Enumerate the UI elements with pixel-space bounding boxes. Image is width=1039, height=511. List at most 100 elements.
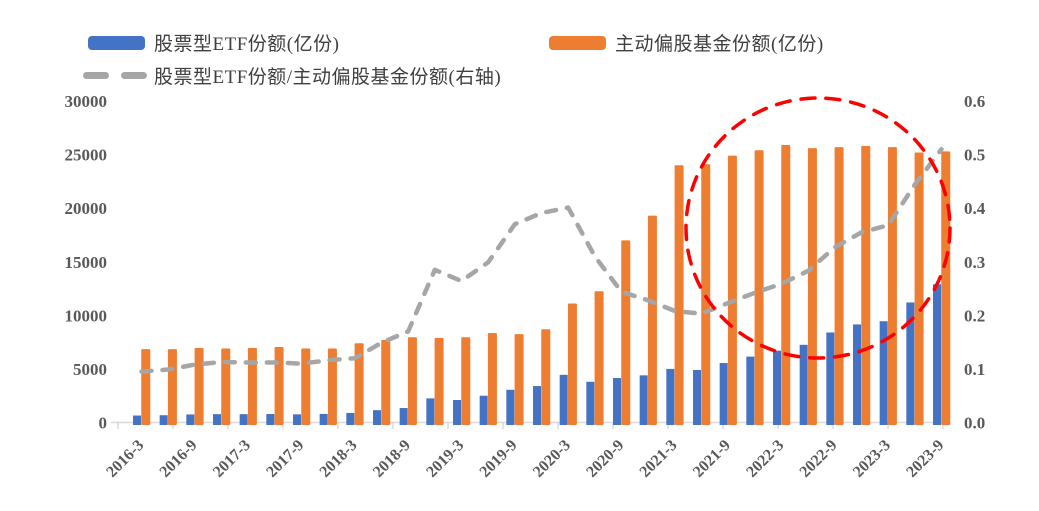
left-axis-tick-label: 30000: [65, 92, 108, 111]
etf-bar: [266, 414, 275, 425]
etf-bar: [293, 414, 301, 425]
x-axis-tick-label: 2021-3: [637, 437, 681, 481]
left-axis-tick-label: 10000: [65, 306, 108, 325]
left-axis-tick-label: 20000: [65, 199, 108, 218]
active-fund-bar: [247, 348, 257, 425]
active-fund-bar: [167, 349, 177, 425]
active-fund-bar: [194, 348, 204, 425]
active-fund-bar: [567, 303, 577, 425]
x-axis-tick-label: 2019-3: [423, 437, 467, 481]
x-axis-tick-label: 2022-9: [797, 437, 841, 481]
x-axis-tick-label: 2020-9: [583, 437, 627, 481]
active-fund-bar: [407, 337, 417, 425]
active-fund-bar: [701, 164, 711, 425]
x-axis-tick-label: 2019-9: [477, 437, 521, 481]
x-axis-tick-label: 2016-9: [157, 437, 201, 481]
active-fund-bar: [914, 152, 924, 425]
etf-bar: [133, 415, 141, 425]
right-axis-tick-label: 0.3: [964, 253, 985, 272]
active-fund-bar: [327, 348, 337, 425]
etf-bar: [613, 378, 621, 425]
right-axis-tick-label: 0.4: [964, 199, 986, 218]
etf-bar: [479, 395, 488, 425]
right-axis-tick-label: 0.2: [964, 306, 985, 325]
active-fund-bar: [301, 348, 311, 425]
right-axis-tick-label: 0.0: [964, 414, 985, 433]
active-fund-bar: [647, 215, 657, 425]
etf-bar: [213, 414, 221, 425]
x-axis-tick-label: 2023-3: [850, 437, 894, 481]
etf-bar: [773, 350, 781, 425]
x-axis-tick-label: 2017-3: [210, 437, 254, 481]
ratio-line-legend-swatch: [83, 72, 147, 79]
legend-item-ratio-line: 股票型ETF份额/主动偏股基金份额(右轴): [83, 62, 501, 89]
etf-bar: [399, 408, 408, 425]
etf-bar: [746, 356, 755, 425]
etf-bar: [693, 369, 701, 425]
etf-bar: [453, 399, 461, 425]
etf-bar: [666, 368, 675, 425]
etf-bar: [879, 321, 888, 425]
active-fund-bar: [727, 155, 737, 425]
etf-bar: [933, 284, 941, 425]
x-axis-tick-label: 2018-3: [317, 437, 361, 481]
right-axis-tick-label: 0.5: [964, 146, 985, 165]
etf-bar: [426, 398, 435, 425]
active-fund-bar: [781, 144, 791, 425]
etf-bar: [186, 414, 195, 425]
active-fund-bar: [834, 147, 844, 425]
x-axis-tick-label: 2017-9: [263, 437, 307, 481]
legend-item-active-fund-bar: 主动偏股基金份额(亿份): [549, 29, 824, 56]
etf-bar: [533, 386, 541, 425]
active-fund-bar: [274, 346, 284, 425]
etf-bar: [373, 410, 381, 425]
etf-bar: [239, 414, 248, 425]
active-fund-bar: [861, 146, 871, 425]
active-fund-bar: [594, 291, 604, 425]
left-axis-tick-label: 15000: [65, 253, 108, 272]
legend-item-etf-bar: 股票型ETF份额(亿份): [88, 29, 339, 56]
etf-bar: [826, 332, 835, 425]
active-fund-bar: [674, 165, 684, 426]
etf-bar: [719, 363, 728, 425]
active-fund-bar: [541, 329, 551, 425]
x-axis-tick-label: 2023-9: [903, 437, 947, 481]
active-fund-bar: [807, 148, 817, 426]
left-axis-tick-label: 25000: [65, 146, 108, 165]
x-axis-tick-label: 2022-3: [743, 437, 787, 481]
ratio-line: [139, 146, 944, 374]
etf-bar: [906, 302, 915, 425]
active-fund-bar: [354, 343, 364, 425]
x-axis-tick-label: 2021-9: [690, 437, 734, 481]
active-fund-bar: [487, 333, 497, 425]
active-fund-bar: [461, 337, 471, 425]
right-axis-tick-label: 0.6: [964, 92, 985, 111]
etf-bar: [346, 412, 355, 425]
active-fund-bar: [621, 240, 631, 425]
etf-bar: [559, 374, 568, 425]
etf-bar: [319, 413, 328, 425]
etf-bar: [506, 389, 515, 425]
active-fund-bar: [941, 151, 951, 425]
active-fund-bar: [221, 348, 231, 425]
active-fund-bar: [514, 334, 524, 425]
active-fund-bar: [141, 349, 151, 425]
etf-bar: [639, 375, 648, 425]
active-fund-bar: [887, 147, 897, 425]
left-axis-tick-label: 0: [99, 414, 108, 433]
left-axis-tick-label: 5000: [73, 360, 107, 379]
active-fund-bar: [754, 150, 764, 425]
etf-bar: [799, 344, 808, 425]
etf-bar-legend-label: 股票型ETF份额(亿份): [154, 34, 340, 55]
x-axis-tick-label: 2020-3: [530, 437, 574, 481]
active-fund-bar-legend-label: 主动偏股基金份额(亿份): [615, 34, 824, 55]
active-fund-bar: [434, 337, 444, 425]
etf-bar-legend-swatch: [88, 35, 145, 50]
highlight-ellipse-annotation: [684, 96, 952, 360]
x-axis-tick-label: 2016-3: [103, 437, 147, 481]
active-fund-bar-legend-swatch: [549, 35, 606, 50]
etf-bar: [586, 381, 595, 425]
etf-bar: [159, 415, 168, 425]
